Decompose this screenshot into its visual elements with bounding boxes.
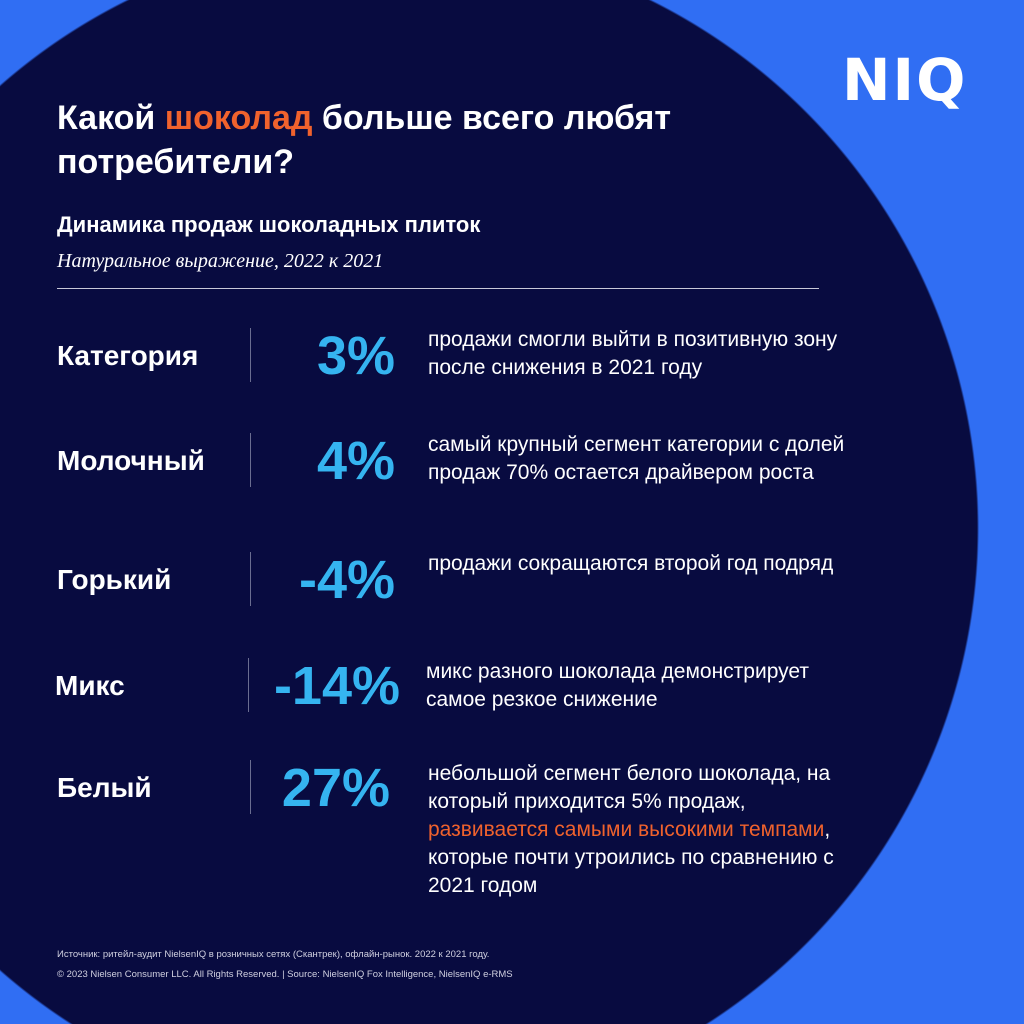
row-value: 3% (316, 326, 395, 386)
row-value: 4% (316, 431, 395, 491)
row-label: Белый (57, 772, 152, 803)
subtitle-measure: Натуральное выражение, 2022 к 2021 (57, 250, 384, 272)
row-label: Микс (55, 670, 125, 701)
row-label: Горький (57, 564, 172, 595)
niq-logo: NIQ (842, 46, 968, 114)
separator (250, 328, 251, 382)
separator (250, 433, 251, 487)
row-description: небольшой сегмент белого шоколада, на ко… (428, 760, 848, 900)
title-part: Какой (57, 99, 165, 137)
row-value: -4% (298, 550, 395, 610)
row-category: Категория 3% продажи смогли выйти в пози… (0, 326, 900, 388)
row-white: Белый 27% небольшой сегмент белого шокол… (0, 758, 900, 897)
row-milk: Молочный 4% самый крупный сегмент катего… (0, 431, 900, 493)
footer-source: Источник: ритейл-аудит NielsenIQ в розни… (57, 949, 490, 960)
title-part: больше всего любят потребители? (57, 99, 672, 181)
row-label: Молочный (57, 445, 205, 476)
row-value: -14% (273, 656, 400, 716)
row-label: Категория (57, 340, 199, 371)
desc-part: небольшой сегмент белого шоколада, на ко… (428, 762, 831, 813)
separator (250, 552, 251, 606)
row-description: продажи смогли выйти в позитивную зону п… (428, 328, 838, 379)
title-accent: шоколад (164, 99, 313, 137)
desc-accent: развивается самыми высокими темпами (428, 818, 825, 841)
row-dark: Горький -4% продажи сокращаются второй г… (0, 550, 900, 612)
subtitle: Динамика продаж шоколадных плиток (57, 212, 481, 237)
divider (57, 288, 819, 289)
separator (248, 658, 249, 712)
separator (250, 760, 251, 814)
page-title: Какой шоколад больше всего любят потреби… (57, 96, 757, 184)
row-mix: Микс -14% микс разного шоколада демонстр… (0, 656, 900, 718)
row-description: самый крупный сегмент категории с долей … (428, 433, 845, 484)
row-value: 27% (281, 758, 390, 818)
row-description: микс разного шоколада демонстрирует само… (426, 660, 810, 711)
footer-copyright: © 2023 Nielsen Consumer LLC. All Rights … (57, 969, 513, 980)
desc-part: , которые почти утроились по сравнению с… (428, 818, 834, 897)
row-description: продажи сокращаются второй год подряд (428, 552, 834, 575)
